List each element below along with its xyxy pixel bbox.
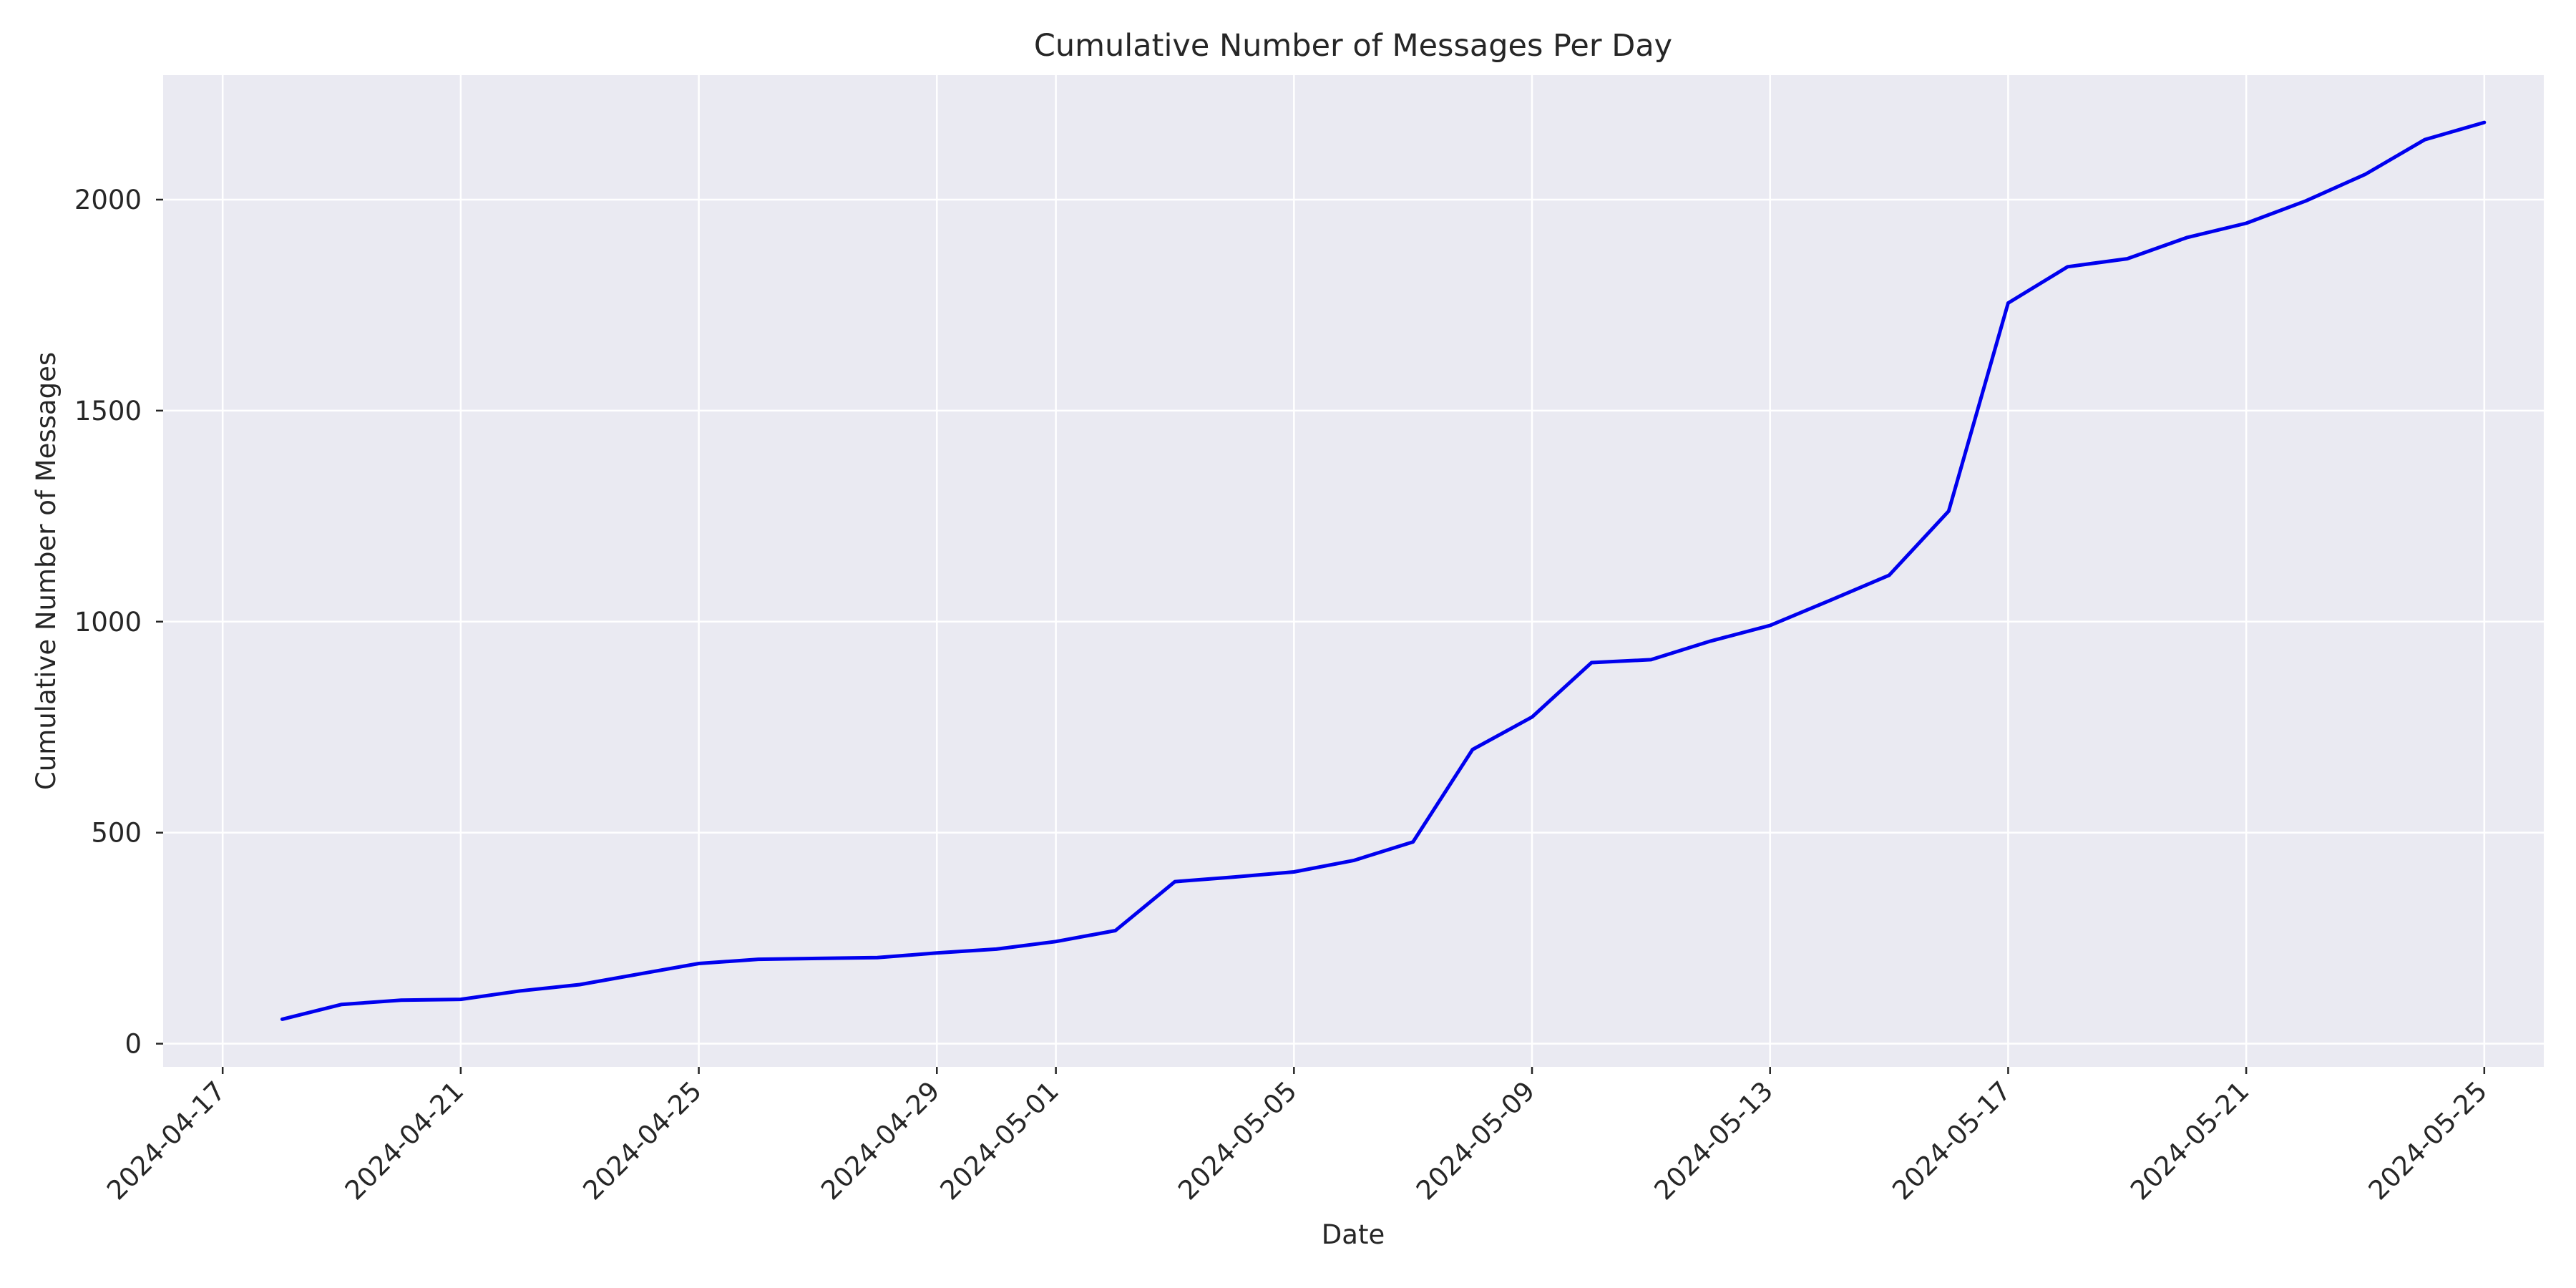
x-axis-label: Date — [1322, 1219, 1385, 1250]
y-tick-label: 500 — [91, 818, 142, 849]
y-tick-label: 0 — [125, 1029, 142, 1060]
chart-title: Cumulative Number of Messages Per Day — [1034, 28, 1672, 64]
y-tick-label: 1000 — [74, 607, 142, 638]
y-tick-label: 1500 — [74, 396, 142, 426]
plot-area — [163, 75, 2544, 1067]
series-layer — [280, 120, 2487, 1021]
series-line — [280, 120, 2487, 1021]
y-tick-label: 2000 — [74, 185, 142, 215]
y-axis: 0 500 1000 1500 2000 — [74, 185, 163, 1060]
x-gridlines — [221, 75, 2486, 1067]
y-axis-label: Cumulative Number of Messages — [31, 352, 62, 790]
y-gridlines — [163, 198, 2544, 1045]
